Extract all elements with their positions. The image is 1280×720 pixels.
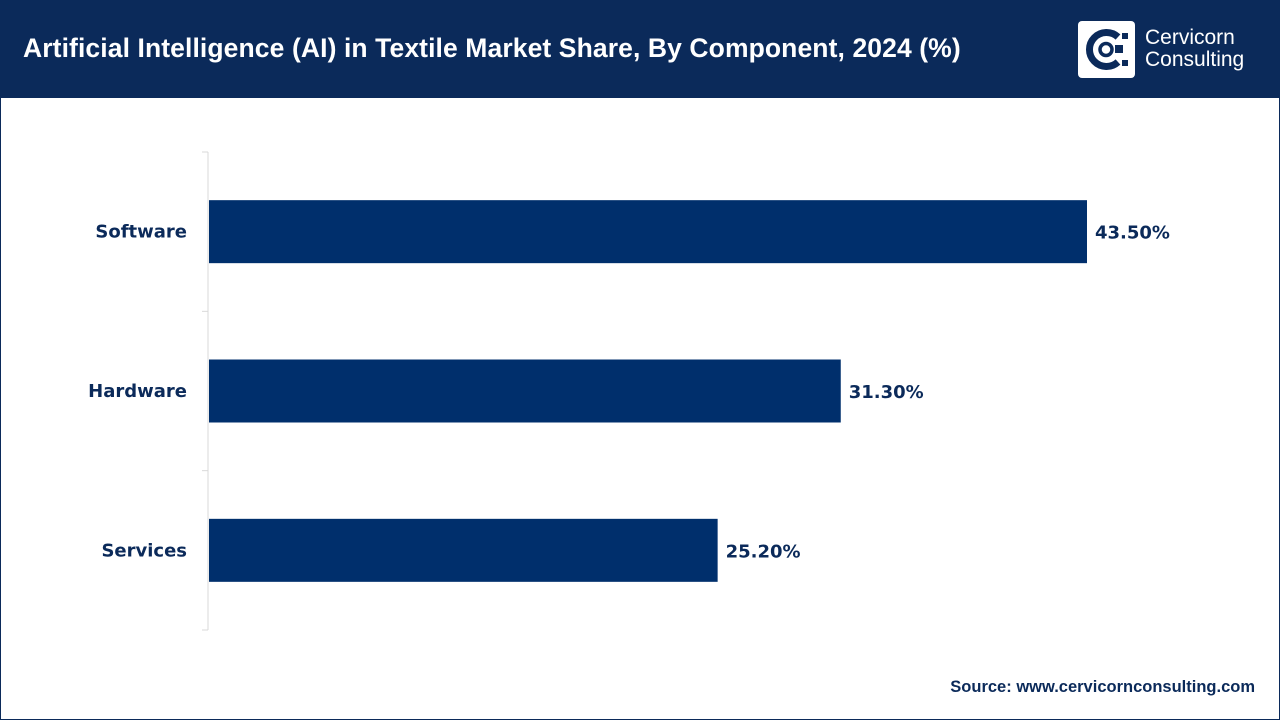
value-label: 31.30% bbox=[849, 382, 924, 403]
chart-title: Artificial Intelligence (AI) in Textile … bbox=[23, 33, 961, 63]
logo-text-line1: Cervicorn bbox=[1145, 26, 1235, 49]
header-bar: Artificial Intelligence (AI) in Textile … bbox=[1, 1, 1279, 98]
category-label: Hardware bbox=[88, 381, 187, 402]
value-label: 43.50% bbox=[1095, 223, 1170, 244]
cervicorn-logo-icon bbox=[1078, 21, 1135, 78]
value-label: 25.20% bbox=[726, 541, 801, 562]
company-logo: Cervicorn Consulting bbox=[1078, 21, 1258, 79]
category-label: Software bbox=[95, 222, 187, 243]
bar-services bbox=[209, 518, 718, 582]
logo-text-line2: Consulting bbox=[1145, 48, 1245, 71]
category-label: Services bbox=[101, 540, 187, 561]
bar-software bbox=[209, 200, 1087, 264]
source-note: Source: www.cervicornconsulting.com bbox=[950, 678, 1255, 696]
bar-hardware bbox=[209, 359, 841, 423]
